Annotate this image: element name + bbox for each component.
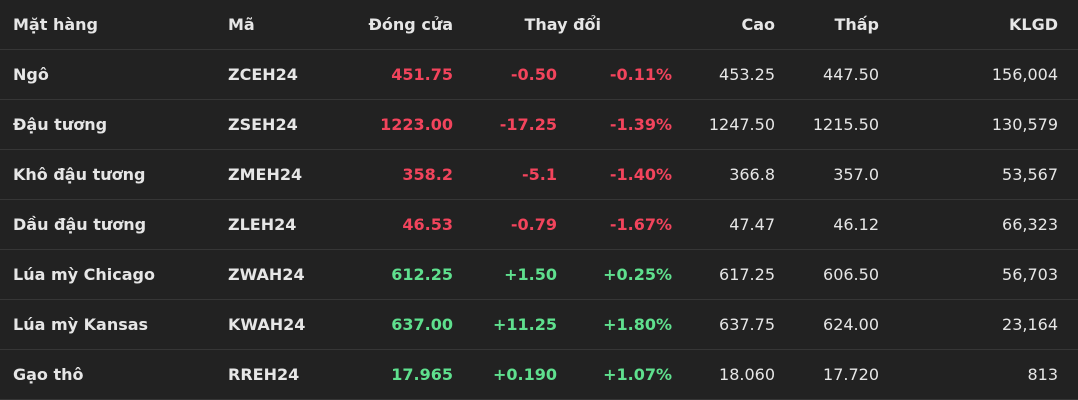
volume: 56,703 [1002,265,1058,284]
volume: 156,004 [991,65,1058,84]
header-cell: Thay đổi [524,15,601,34]
change: -17.25 [499,115,557,134]
symbol: ZSEH24 [228,115,298,134]
high: 47.47 [729,215,775,234]
header-cell: Mã [228,15,255,34]
symbol: ZMEH24 [228,165,303,184]
change-percent: -1.67% [609,215,672,234]
header-cell: Thấp [834,15,879,34]
header-cell: Cao [741,15,775,34]
close-price: 637.00 [391,315,453,334]
table-row: Ngô ZCEH24 451.75 -0.50 -0.11% 453.25 447.50 15… [0,50,1078,100]
change-percent: -1.39% [609,115,672,134]
change: +1.50 [504,265,557,284]
table-row: Lúa mỳ Chicago ZWAH24 612.25 +1.50 +0.25% 617… [0,250,1078,300]
change: -0.79 [510,215,557,234]
change-percent: +0.25% [603,265,672,284]
volume: 53,567 [1002,165,1058,184]
table-row: Gạo thô RREH24 17.965 +0.190 +1.07% 18.060 17.… [0,350,1078,400]
symbol: RREH24 [228,365,300,384]
change: -5.1 [522,165,557,184]
commodity-name: Dầu đậu tương [13,215,147,234]
high: 617.25 [719,265,775,284]
close-price: 46.53 [402,215,453,234]
volume: 130,579 [991,115,1058,134]
change-percent: +1.07% [603,365,672,384]
header-row: Mặt hàng Mã Đóng cửa Thay đổi Cao Thấp KLGD [0,0,1078,50]
commodity-name: Lúa mỳ Chicago [13,265,155,284]
change: +11.25 [492,315,557,334]
header-cell: Mặt hàng [13,15,98,34]
symbol: ZCEH24 [228,65,298,84]
volume: 66,323 [1002,215,1058,234]
change: +0.190 [492,365,557,384]
change: -0.50 [510,65,557,84]
low: 357.0 [833,165,879,184]
change-percent: -0.11% [609,65,672,84]
volume: 813 [1027,365,1058,384]
close-price: 17.965 [391,365,453,384]
commodity-name: Ngô [13,65,49,84]
close-price: 1223.00 [380,115,453,134]
header-cell: Đóng cửa [368,15,453,34]
commodity-name: Đậu tương [13,115,108,134]
header-cell: KLGD [1008,15,1058,34]
symbol: ZWAH24 [228,265,305,284]
symbol: ZLEH24 [228,215,297,234]
low: 447.50 [823,65,879,84]
low: 46.12 [833,215,879,234]
low: 1215.50 [812,115,879,134]
table-row: Khô đậu tương ZMEH24 358.2 -5.1 -1.40% 366.8 3… [0,150,1078,200]
close-price: 358.2 [402,165,453,184]
commodity-name: Khô đậu tương [13,165,146,184]
table-row: Đậu tương ZSEH24 1223.00 -17.25 -1.39% 1247.5… [0,100,1078,150]
low: 17.720 [823,365,879,384]
symbol: KWAH24 [228,315,306,334]
low: 606.50 [823,265,879,284]
high: 366.8 [729,165,775,184]
low: 624.00 [823,315,879,334]
close-price: 451.75 [391,65,453,84]
commodity-name: Gạo thô [13,365,84,384]
volume: 23,164 [1002,315,1058,334]
high: 18.060 [719,365,775,384]
high: 453.25 [719,65,775,84]
change-percent: -1.40% [609,165,672,184]
high: 637.75 [719,315,775,334]
close-price: 612.25 [391,265,453,284]
high: 1247.50 [708,115,775,134]
table-row: Lúa mỳ Kansas KWAH24 637.00 +11.25 +1.80% 637… [0,300,1078,350]
table-row: Dầu đậu tương ZLEH24 46.53 -0.79 -1.67% 47.47… [0,200,1078,250]
commodity-name: Lúa mỳ Kansas [13,315,149,334]
change-percent: +1.80% [603,315,672,334]
